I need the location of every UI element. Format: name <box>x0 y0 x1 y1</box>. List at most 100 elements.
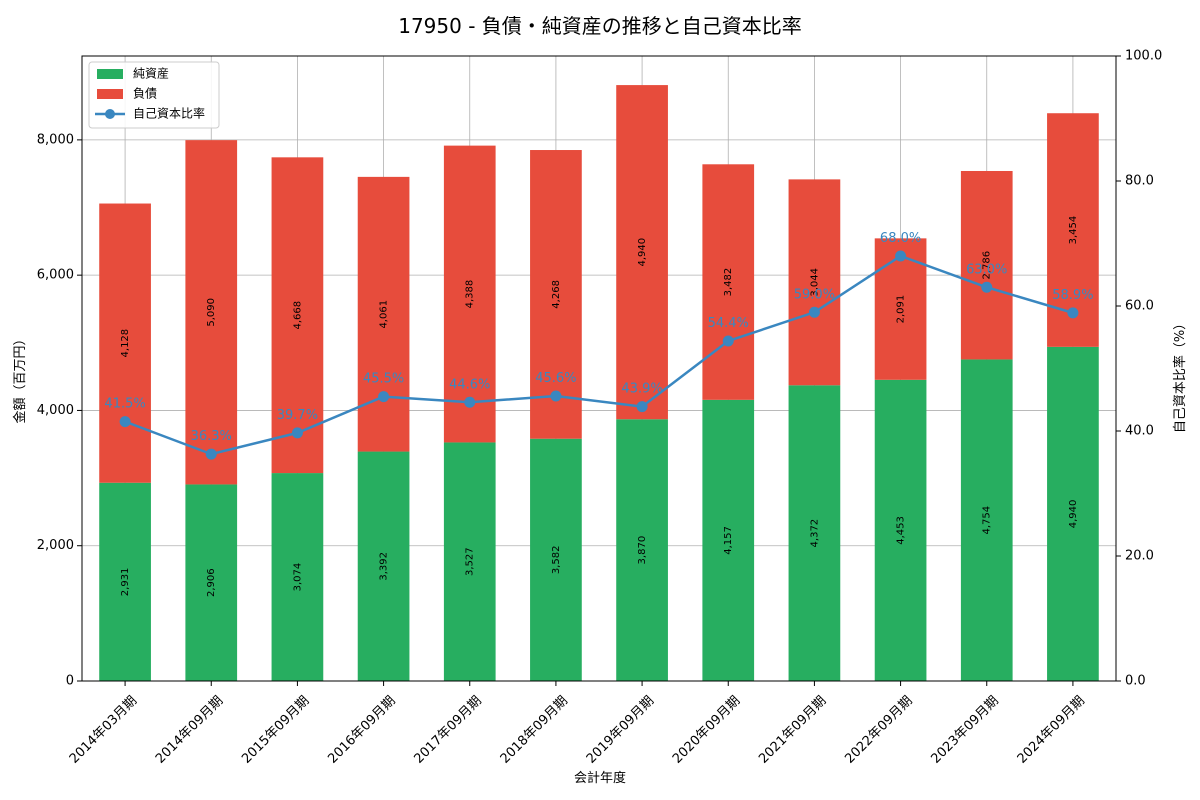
x-axis-title: 会計年度 <box>574 770 626 786</box>
y2-tick-label: 40.0 <box>1125 424 1154 439</box>
bar-value-label: 3,074 <box>292 563 303 592</box>
y-tick-label: 6,000 <box>37 268 74 283</box>
bar-liabilities <box>702 164 755 400</box>
bar-value-label: 4,754 <box>982 506 993 535</box>
bar-net-assets <box>99 482 151 681</box>
bar-liabilities <box>443 145 496 443</box>
y2-tick-label: 60.0 <box>1125 299 1154 314</box>
plot-frame <box>81 55 1117 682</box>
ratio-point <box>464 396 476 408</box>
bar-net-assets <box>357 451 410 681</box>
legend-swatch <box>97 89 123 99</box>
legend-label: 自己資本比率 <box>133 106 205 121</box>
bar-net-assets <box>874 379 927 681</box>
bar-value-label: 4,388 <box>465 280 476 309</box>
bar-liabilities <box>99 203 151 483</box>
bar-value-label: 3,044 <box>809 268 820 297</box>
chart-title: 17950 - 負債・純資産の推移と自己資本比率 <box>398 14 802 38</box>
bar-value-label: 3,454 <box>1068 216 1079 245</box>
x-tick-label: 2014年03月期 <box>67 693 140 766</box>
x-tick-label: 2014年09月期 <box>153 693 226 766</box>
legend-marker <box>105 109 115 119</box>
bar-net-assets <box>443 442 496 681</box>
bar-value-label: 4,453 <box>896 516 907 545</box>
ratio-point <box>636 401 648 413</box>
bar-net-assets <box>530 438 582 681</box>
bar-liabilities <box>788 179 841 386</box>
ratio-value-label: 59.0% <box>794 287 835 302</box>
bar-liabilities <box>271 157 324 474</box>
x-tick-label: 2020年09月期 <box>670 693 743 766</box>
line-layer: 41.5% 36.3% 39.7% 45.5% 44.6% 45.6% 43.9% 54.4%… <box>104 231 1094 460</box>
ratio-line <box>124 254 1074 456</box>
x-tick-label: 2018年09月期 <box>498 693 571 766</box>
bar-value-label: 4,268 <box>551 280 562 309</box>
bar-value-label: 3,582 <box>551 546 562 575</box>
bar-value-label: 2,786 <box>982 251 993 280</box>
bar-value-label: 3,527 <box>465 547 476 576</box>
ratio-value-label: 39.7% <box>277 408 318 423</box>
x-tick-label: 2024年09月期 <box>1015 693 1088 766</box>
bar-net-assets <box>1047 346 1099 681</box>
x-tick-label: 2016年09月期 <box>325 693 398 766</box>
bar-value-label: 4,128 <box>120 329 131 358</box>
ratio-value-label: 43.9% <box>621 382 662 397</box>
y-tick-label: 8,000 <box>37 132 74 147</box>
ratio-value-label: 63.0% <box>966 262 1007 277</box>
bar-liabilities <box>960 170 1013 360</box>
legend-label: 負債 <box>133 86 157 101</box>
ratio-point <box>981 281 993 293</box>
bar-value-label: 4,061 <box>379 300 390 329</box>
y-tick-label: 0 <box>66 674 74 689</box>
bar-net-assets <box>271 473 324 681</box>
ratio-point <box>205 448 217 460</box>
ratio-point <box>550 390 562 402</box>
ratio-point <box>119 416 131 428</box>
x-tick-label: 2015年09月期 <box>239 693 312 766</box>
x-tick-label: 2019年09月期 <box>584 693 657 766</box>
bar-value-label: 2,906 <box>206 568 217 597</box>
ratio-point <box>895 250 907 262</box>
bar-net-assets <box>185 484 238 681</box>
ratio-value-label: 45.6% <box>535 371 576 386</box>
bar-liabilities <box>616 85 668 420</box>
ratio-value-label: 45.5% <box>363 372 404 387</box>
legend-label: 純資産 <box>133 66 169 81</box>
ratio-value-label: 58.9% <box>1052 288 1093 303</box>
y2-tick-label: 100.0 <box>1125 49 1162 64</box>
y2-tick-label: 0.0 <box>1125 674 1146 689</box>
bar-value-label: 3,392 <box>379 552 390 581</box>
bar-value-label: 3,870 <box>637 536 648 565</box>
bar-net-assets <box>960 359 1013 681</box>
x-tick-label: 2017年09月期 <box>412 693 485 766</box>
bar-value-label: 2,931 <box>120 568 131 597</box>
x-tick-label: 2021年09月期 <box>756 693 829 766</box>
x-tick-label: 2023年09月期 <box>929 693 1002 766</box>
bar-net-assets <box>702 399 755 681</box>
bar-value-label: 4,372 <box>809 519 820 548</box>
x-tick-label: 2022年09月期 <box>842 693 915 766</box>
bar-liabilities <box>357 176 410 452</box>
ratio-point <box>1067 307 1079 319</box>
y-tick-label: 4,000 <box>37 403 74 418</box>
ratio-point <box>291 427 303 439</box>
bars-layer: 2,931 2,906 3,074 3,392 3,527 3,582 3,870 4,157… <box>99 85 1099 681</box>
bar-value-label: 5,090 <box>206 298 217 327</box>
bar-value-label: 2,091 <box>896 295 907 324</box>
y2-axis-title: 自己資本比率（%） <box>1172 317 1188 433</box>
ratio-point <box>722 335 734 347</box>
bar-value-label: 4,157 <box>723 526 734 555</box>
ratio-point <box>378 391 390 403</box>
bar-net-assets <box>788 385 841 681</box>
bar-net-assets <box>616 419 668 681</box>
legend-swatch <box>97 69 123 79</box>
ratio-value-label: 44.6% <box>449 377 490 392</box>
y-axis-title: 金額（百万円） <box>12 332 28 423</box>
y-tick-label: 2,000 <box>37 538 74 553</box>
y2-tick-label: 20.0 <box>1125 549 1154 564</box>
ratio-value-label: 54.4% <box>708 316 749 331</box>
ratio-value-label: 41.5% <box>104 397 145 412</box>
